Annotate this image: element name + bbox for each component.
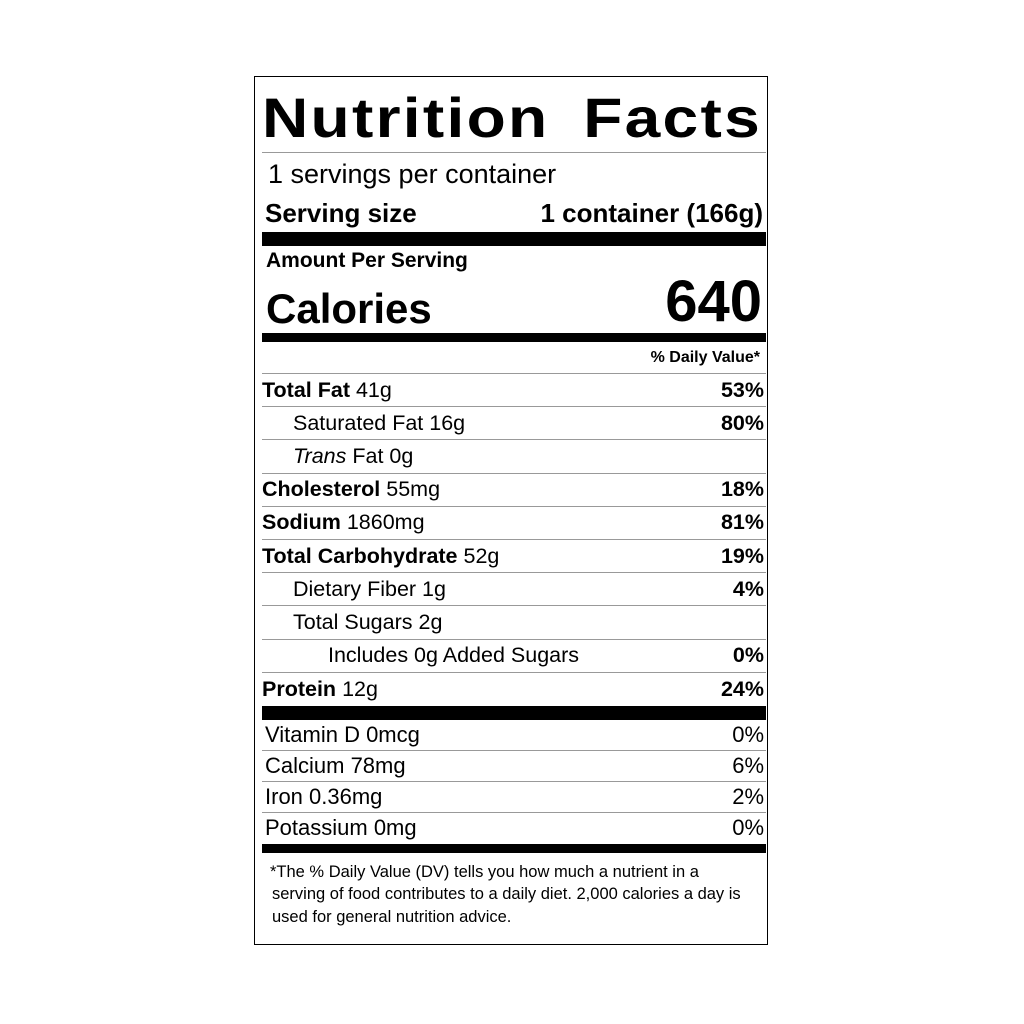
nutrient-amount: 2g bbox=[418, 609, 443, 634]
nutrient-amount: 55mg bbox=[386, 477, 441, 502]
vitamin-text: Vitamin D 0mcg bbox=[265, 721, 420, 747]
nutrient-row: Total Sugars 2g bbox=[262, 606, 766, 640]
nutrient-row: Cholesterol 55mg 18% bbox=[262, 474, 766, 507]
nutrient-name: Sodium bbox=[262, 510, 341, 535]
nutrient-row: Total Carbohydrate 52g 19% bbox=[262, 540, 766, 574]
nutrient-name: Protein bbox=[262, 676, 337, 701]
nutrients: Total Fat 41g 53% Saturated Fat 16g 80% Tran… bbox=[262, 374, 766, 706]
daily-value: 4% bbox=[732, 576, 764, 601]
nutrient-row: Sodium 1860mg 81% bbox=[262, 507, 766, 540]
nutrient-row: Includes 0g Added Sugars 0% bbox=[262, 640, 766, 673]
vitamin-text: Calcium 78mg bbox=[265, 752, 406, 778]
nutrient-name: Saturated Fat bbox=[293, 410, 424, 435]
daily-value: 80% bbox=[720, 410, 764, 435]
nutrient-amount: 0g bbox=[389, 443, 414, 468]
daily-value: 19% bbox=[720, 543, 764, 568]
vitamin-text: Potassium 0mg bbox=[265, 815, 417, 841]
nutrient-row: Trans Fat 0g bbox=[262, 440, 766, 474]
title-row: Nutrition Facts bbox=[262, 88, 766, 153]
calories-value: 640 bbox=[665, 269, 762, 334]
vitamin-dv: 6% bbox=[732, 752, 764, 778]
nutrient-name: Total Sugars bbox=[293, 609, 413, 634]
calories-label: Calories bbox=[266, 285, 432, 332]
daily-value: 24% bbox=[720, 676, 764, 701]
vitamin-text: Iron 0.36mg bbox=[265, 783, 383, 809]
nutrient-name: Includes 0g Added Sugars bbox=[328, 643, 580, 668]
nutrition-label: Nutrition Facts 1 servings per container… bbox=[254, 76, 768, 945]
nutrient-amount: 12g bbox=[342, 676, 378, 701]
nutrient-amount: 1g bbox=[422, 576, 446, 601]
nutrient-row: Total Fat 41g 53% bbox=[262, 374, 766, 408]
nutrient-row: Dietary Fiber 1g 4% bbox=[262, 573, 766, 607]
daily-value-header: % Daily Value* bbox=[262, 342, 766, 374]
thick-rule bbox=[262, 705, 766, 720]
nutrient-text: Total Fat 41g bbox=[262, 378, 392, 403]
vitamin-dv: 2% bbox=[732, 783, 764, 809]
nutrient-amount: 41g bbox=[355, 377, 392, 402]
servings: 1 servings per container bbox=[268, 159, 557, 189]
label-content: Nutrition Facts 1 servings per container… bbox=[262, 88, 766, 928]
nutrient-name: Total Fat bbox=[262, 377, 350, 402]
nutrient-amount: 16g bbox=[429, 410, 466, 435]
vitamin-row: Vitamin D 0mcg 0% bbox=[262, 720, 766, 751]
daily-value: 53% bbox=[720, 377, 764, 402]
vitamin-row: Potassium 0mg 0% bbox=[262, 813, 766, 844]
serving-size-label: Serving size bbox=[265, 198, 417, 228]
vitamin-row: Calcium 78mg 6% bbox=[262, 751, 766, 782]
serving-size-row: Serving size 1 container (166g) bbox=[262, 193, 766, 232]
nutrient-text: Cholesterol 55mg bbox=[262, 477, 440, 502]
nutrient-name: Dietary Fiber bbox=[293, 576, 417, 601]
nutrient-name: Total Carbohydrate bbox=[262, 543, 458, 568]
nutrient-text: Dietary Fiber 1g bbox=[262, 577, 446, 602]
daily-value: 18% bbox=[720, 477, 764, 502]
nutrient-row: Protein 12g 24% bbox=[262, 673, 766, 706]
nutrient-name: Fat bbox=[352, 443, 384, 468]
nutrient-text: Protein 12g bbox=[262, 677, 378, 702]
calories-row: Calories 640 bbox=[262, 269, 766, 334]
thick-rule bbox=[262, 232, 766, 246]
vitamin-dv: 0% bbox=[732, 721, 764, 747]
vitamins: Vitamin D 0mcg 0% Calcium 78mg 6% Iron 0.36m… bbox=[262, 720, 766, 844]
nutrient-text: Includes 0g Added Sugars bbox=[262, 643, 579, 668]
nutrient-text: Total Carbohydrate 52g bbox=[262, 544, 499, 569]
daily-value: 81% bbox=[720, 510, 764, 535]
serving-size-value: 1 container (166g) bbox=[540, 198, 763, 228]
nutrient-name-italic: Trans bbox=[293, 443, 347, 468]
medium-rule bbox=[262, 843, 766, 853]
nutrient-amount: 1860mg bbox=[346, 510, 425, 535]
nutrient-text: Saturated Fat 16g bbox=[262, 411, 465, 436]
amount-per-serving: Amount Per Serving bbox=[266, 249, 468, 272]
title: Nutrition Facts bbox=[262, 86, 762, 149]
nutrient-row: Saturated Fat 16g 80% bbox=[262, 407, 766, 441]
nutrient-text: Sodium 1860mg bbox=[262, 510, 425, 535]
medium-rule bbox=[262, 333, 766, 342]
daily-value: 0% bbox=[732, 643, 764, 668]
nutrient-text: Trans Fat 0g bbox=[262, 444, 413, 469]
nutrient-text: Total Sugars 2g bbox=[262, 610, 442, 635]
nutrient-name: Cholesterol bbox=[262, 477, 381, 502]
footnote: *The % Daily Value (DV) tells you how mu… bbox=[270, 862, 741, 926]
nutrient-amount: 52g bbox=[463, 543, 500, 568]
vitamin-dv: 0% bbox=[732, 815, 764, 841]
vitamin-row: Iron 0.36mg 2% bbox=[262, 782, 766, 813]
